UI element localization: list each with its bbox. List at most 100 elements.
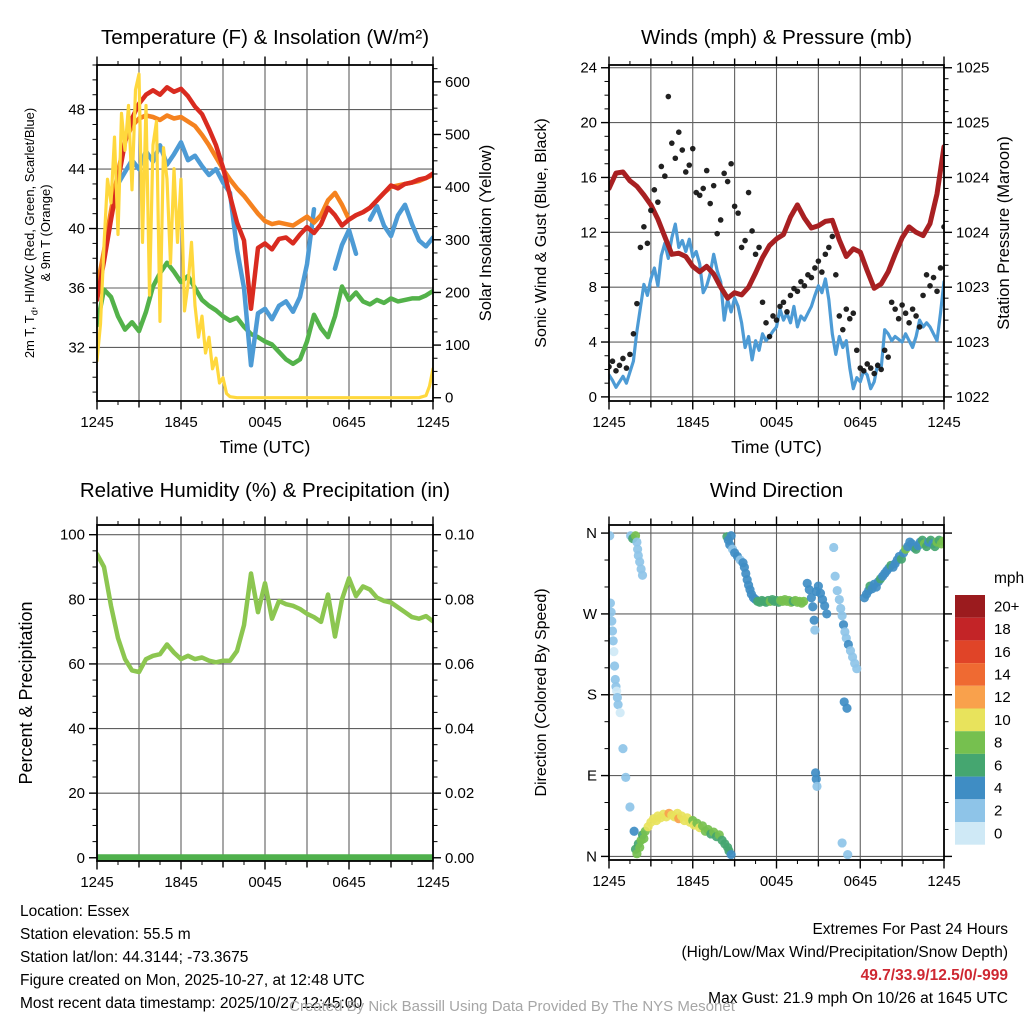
svg-text:300: 300 [445,232,470,249]
svg-text:0645: 0645 [844,414,877,431]
svg-text:20: 20 [580,115,597,132]
svg-text:1024: 1024 [956,224,989,241]
svg-text:1845: 1845 [164,874,197,891]
elevation-line: Station elevation: 55.5 m [20,926,191,943]
svg-text:40: 40 [68,721,85,738]
svg-text:Time (UTC): Time (UTC) [220,437,311,457]
svg-text:N: N [586,848,597,865]
svg-text:2: 2 [994,803,1002,820]
extremes-block: Extremes For Past 24 Hours (High/Low/Max… [682,918,1009,1010]
svg-text:1025: 1025 [956,60,989,77]
svg-text:500: 500 [445,126,470,143]
svg-text:S: S [587,687,597,704]
svg-text:0645: 0645 [332,414,365,431]
svg-text:1245: 1245 [80,414,113,431]
svg-text:0045: 0045 [760,414,793,431]
svg-text:0: 0 [445,390,453,407]
credit-line: Created By Nick Bassill Using Data Provi… [289,998,735,1015]
svg-text:0.02: 0.02 [445,785,474,802]
extremes-title: Extremes For Past 24 Hours [812,921,1008,938]
svg-text:1845: 1845 [676,873,709,890]
svg-text:Wind Direction: Wind Direction [710,479,843,502]
svg-text:E: E [587,768,597,785]
svg-text:200: 200 [445,284,470,301]
svg-text:4: 4 [589,334,597,351]
svg-text:Direction (Colored By Speed): Direction (Colored By Speed) [533,588,550,796]
latlon-line: Station lat/lon: 44.3144; -73.3675 [20,949,249,966]
svg-text:36: 36 [68,280,85,297]
svg-text:Solar Insolation (Yellow): Solar Insolation (Yellow) [477,145,495,321]
svg-text:40: 40 [68,221,85,238]
svg-text:1245: 1245 [416,414,449,431]
svg-text:W: W [583,606,598,623]
svg-text:20: 20 [68,785,85,802]
svg-text:32: 32 [68,339,85,356]
svg-text:1025: 1025 [956,115,989,132]
svg-text:100: 100 [445,337,470,354]
svg-text:1023: 1023 [956,334,989,351]
humidity-precipitation-chart: 1245 1845 0045 0645 1245 0 20 40 60 80 100 0.00 0.02… [16,479,474,891]
svg-text:0045: 0045 [760,873,793,890]
svg-text:Station Pressure (Maroon): Station Pressure (Maroon) [995,136,1013,330]
svg-text:12: 12 [580,224,597,241]
svg-text:0.00: 0.00 [445,850,474,867]
svg-text:8: 8 [994,735,1002,752]
svg-text:1245: 1245 [592,414,625,431]
svg-text:1245: 1245 [416,874,449,891]
temperature-insolation-chart: 1245 1845 0045 0645 1245 Time (UTC) 32 36 40 44 48… [22,26,495,457]
svg-text:N: N [586,525,597,542]
figure-created-line: Figure created on Mon, 2025-10-27, at 12… [20,972,365,989]
svg-text:48: 48 [68,102,85,119]
max-gust-line: Max Gust: 21.9 mph On 10/26 at 1645 UTC [708,990,1008,1007]
location-line: Location: Essex [20,903,130,920]
svg-text:600: 600 [445,74,470,91]
svg-text:0645: 0645 [844,873,877,890]
svg-text:0.06: 0.06 [445,656,474,673]
svg-text:0: 0 [994,825,1002,842]
station-info-block: Location: Essex Station elevation: 55.5 … [20,900,365,1015]
svg-text:18: 18 [994,621,1011,638]
svg-text:& 9m T (Orange): & 9m T (Orange) [38,184,53,281]
data-timestamp-line: Most recent data timestamp: 2025/10/27 1… [20,995,363,1012]
svg-text:10: 10 [994,712,1011,729]
extremes-values: 49.7/33.9/12.5/0/-999 [860,967,1008,984]
winds-pressure-chart: 1245 1845 0045 0645 1245 Time (UTC) 0 4 8 12 16 20 2… [533,26,1013,457]
svg-text:20+: 20+ [994,598,1020,615]
svg-text:8: 8 [589,279,597,296]
svg-text:1845: 1845 [676,414,709,431]
svg-text:60: 60 [68,656,85,673]
svg-text:100: 100 [60,527,85,544]
svg-text:0.08: 0.08 [445,591,474,608]
svg-text:1245: 1245 [80,874,113,891]
svg-text:Relative Humidity (%) & Precip: Relative Humidity (%) & Precipitation (i… [80,479,450,502]
svg-text:0: 0 [589,389,597,406]
svg-text:4: 4 [994,780,1002,797]
svg-text:Sonic Wind & Gust (Blue, Black: Sonic Wind & Gust (Blue, Black) [533,118,550,347]
svg-text:1022: 1022 [956,389,989,406]
svg-text:12: 12 [994,689,1011,706]
svg-text:400: 400 [445,179,470,196]
svg-text:Percent & Precipitation: Percent & Precipitation [16,601,36,784]
svg-text:0045: 0045 [248,874,281,891]
svg-text:Winds (mph) & Pressure (mb): Winds (mph) & Pressure (mb) [641,26,912,49]
svg-text:0.10: 0.10 [445,527,474,544]
svg-text:16: 16 [580,169,597,186]
svg-text:1845: 1845 [164,414,197,431]
svg-text:0: 0 [77,850,85,867]
wind-direction-chart: 1245 1845 0045 0645 1245 N E S W N Direction (Colo… [533,479,1024,890]
svg-text:1245: 1245 [592,873,625,890]
svg-text:1023: 1023 [956,279,989,296]
svg-text:6: 6 [994,757,1002,774]
svg-text:1245: 1245 [927,414,960,431]
svg-text:80: 80 [68,591,85,608]
svg-text:mph: mph [994,570,1024,587]
svg-text:2m T, Td, HI/WC (Red, Green, S: 2m T, Td, HI/WC (Red, Green, Scarlet/Blu… [22,108,40,358]
svg-text:0645: 0645 [332,874,365,891]
svg-text:1024: 1024 [956,169,989,186]
svg-text:14: 14 [994,666,1011,683]
svg-text:0.04: 0.04 [445,721,474,738]
svg-text:44: 44 [68,161,85,178]
svg-text:Temperature (F) & Insolation (: Temperature (F) & Insolation (W/m²) [101,26,429,49]
svg-text:Time (UTC): Time (UTC) [731,437,822,457]
